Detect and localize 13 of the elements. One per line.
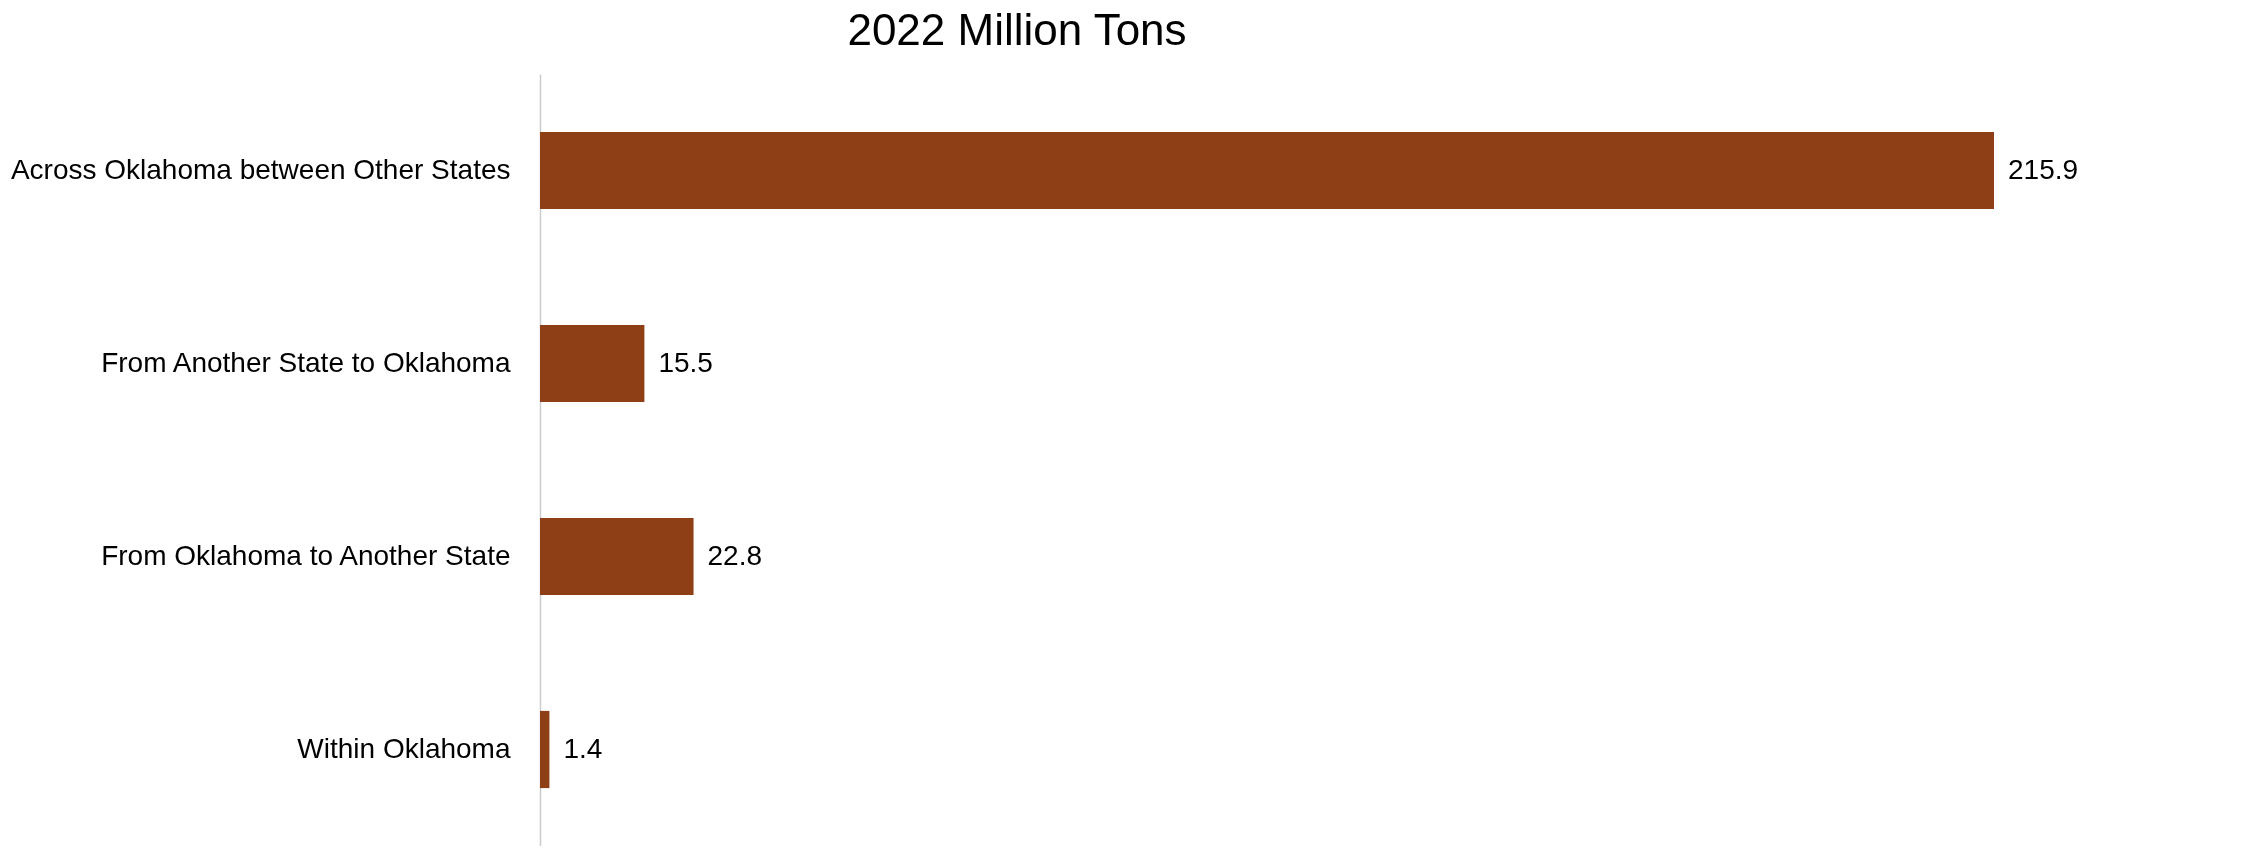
data-label: 1.4 xyxy=(563,732,603,764)
bar xyxy=(540,517,694,596)
bar xyxy=(540,324,645,403)
chart-title: 2022 Million Tons xyxy=(847,5,1187,54)
y-tick-label: From Oklahoma to Another State xyxy=(101,539,511,571)
data-label: 215.9 xyxy=(2008,153,2079,185)
data-label: 15.5 xyxy=(658,346,713,378)
data-label: 22.8 xyxy=(707,539,763,571)
y-tick-label: From Another State to Oklahoma xyxy=(101,346,511,378)
bar xyxy=(540,131,1994,210)
bar xyxy=(540,710,550,789)
y-tick-label: Within Oklahoma xyxy=(297,732,511,764)
y-tick-label: Across Oklahoma between Other States xyxy=(10,153,511,185)
